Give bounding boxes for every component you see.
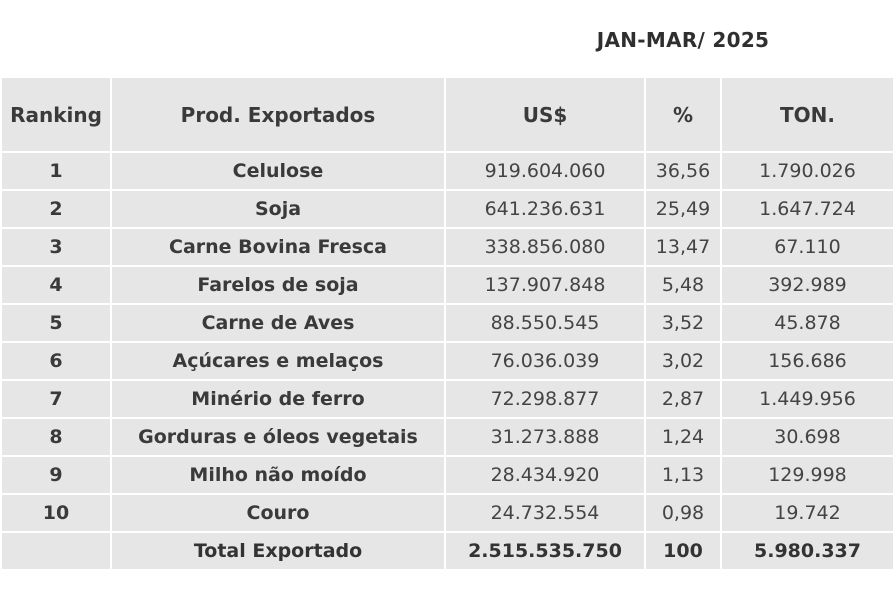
percent-cell: 36,56 <box>644 151 722 191</box>
rank-cell: 9 <box>0 455 112 495</box>
rank-cell: 3 <box>0 227 112 267</box>
ton-cell: 1.449.956 <box>720 379 893 419</box>
rank-cell: 7 <box>0 379 112 419</box>
table-row: 9 Milho não moído 28.434.920 1,13 129.99… <box>0 455 893 495</box>
percent-cell: 0,98 <box>644 493 722 533</box>
table-row: 6 Açúcares e melaços 76.036.039 3,02 156… <box>0 341 893 381</box>
ton-cell: 1.647.724 <box>720 189 893 229</box>
table-row: 4 Farelos de soja 137.907.848 5,48 392.9… <box>0 265 893 305</box>
total-rank-cell <box>0 531 112 571</box>
table-row: 7 Minério de ferro 72.298.877 2,87 1.449… <box>0 379 893 419</box>
product-cell: Carne Bovina Fresca <box>110 227 446 267</box>
total-percent-cell: 100 <box>644 531 722 571</box>
rank-cell: 2 <box>0 189 112 229</box>
percent-cell: 2,87 <box>644 379 722 419</box>
usd-cell: 338.856.080 <box>444 227 646 267</box>
product-cell: Milho não moído <box>110 455 446 495</box>
product-cell: Celulose <box>110 151 446 191</box>
table-row: 10 Couro 24.732.554 0,98 19.742 <box>0 493 893 533</box>
ton-cell: 1.790.026 <box>720 151 893 191</box>
product-cell: Açúcares e melaços <box>110 341 446 381</box>
usd-cell: 919.604.060 <box>444 151 646 191</box>
ton-cell: 156.686 <box>720 341 893 381</box>
rank-cell: 4 <box>0 265 112 305</box>
exports-ranking-table: Ranking Prod. Exportados US$ % TON. 1 Ce… <box>0 76 893 571</box>
percent-cell: 1,13 <box>644 455 722 495</box>
ton-cell: 129.998 <box>720 455 893 495</box>
rank-cell: 8 <box>0 417 112 457</box>
ton-cell: 19.742 <box>720 493 893 533</box>
product-cell: Soja <box>110 189 446 229</box>
usd-cell: 88.550.545 <box>444 303 646 343</box>
product-cell: Minério de ferro <box>110 379 446 419</box>
product-cell: Carne de Aves <box>110 303 446 343</box>
usd-cell: 72.298.877 <box>444 379 646 419</box>
table-row: 5 Carne de Aves 88.550.545 3,52 45.878 <box>0 303 893 343</box>
percent-cell: 25,49 <box>644 189 722 229</box>
product-cell: Gorduras e óleos vegetais <box>110 417 446 457</box>
usd-cell: 28.434.920 <box>444 455 646 495</box>
rank-cell: 5 <box>0 303 112 343</box>
percent-cell: 1,24 <box>644 417 722 457</box>
header-usd: US$ <box>444 76 646 153</box>
ton-cell: 30.698 <box>720 417 893 457</box>
percent-cell: 3,52 <box>644 303 722 343</box>
table-row: 2 Soja 641.236.631 25,49 1.647.724 <box>0 189 893 229</box>
header-ranking: Ranking <box>0 76 112 153</box>
usd-cell: 24.732.554 <box>444 493 646 533</box>
rank-cell: 10 <box>0 493 112 533</box>
usd-cell: 31.273.888 <box>444 417 646 457</box>
ton-cell: 67.110 <box>720 227 893 267</box>
total-label-cell: Total Exportado <box>110 531 446 571</box>
header-percent: % <box>644 76 722 153</box>
total-ton-cell: 5.980.337 <box>720 531 893 571</box>
total-row: Total Exportado 2.515.535.750 100 5.980.… <box>0 531 893 571</box>
percent-cell: 13,47 <box>644 227 722 267</box>
ton-cell: 45.878 <box>720 303 893 343</box>
percent-cell: 3,02 <box>644 341 722 381</box>
table-row: 1 Celulose 919.604.060 36,56 1.790.026 <box>0 151 893 191</box>
header-row: Ranking Prod. Exportados US$ % TON. <box>0 76 893 153</box>
period-label: JAN-MAR/ 2025 <box>596 28 770 52</box>
rank-cell: 1 <box>0 151 112 191</box>
usd-cell: 137.907.848 <box>444 265 646 305</box>
product-cell: Couro <box>110 493 446 533</box>
total-usd-cell: 2.515.535.750 <box>444 531 646 571</box>
usd-cell: 76.036.039 <box>444 341 646 381</box>
header-ton: TON. <box>720 76 893 153</box>
table-row: 3 Carne Bovina Fresca 338.856.080 13,47 … <box>0 227 893 267</box>
usd-cell: 641.236.631 <box>444 189 646 229</box>
product-cell: Farelos de soja <box>110 265 446 305</box>
percent-cell: 5,48 <box>644 265 722 305</box>
rank-cell: 6 <box>0 341 112 381</box>
ton-cell: 392.989 <box>720 265 893 305</box>
table-row: 8 Gorduras e óleos vegetais 31.273.888 1… <box>0 417 893 457</box>
header-product: Prod. Exportados <box>110 76 446 153</box>
